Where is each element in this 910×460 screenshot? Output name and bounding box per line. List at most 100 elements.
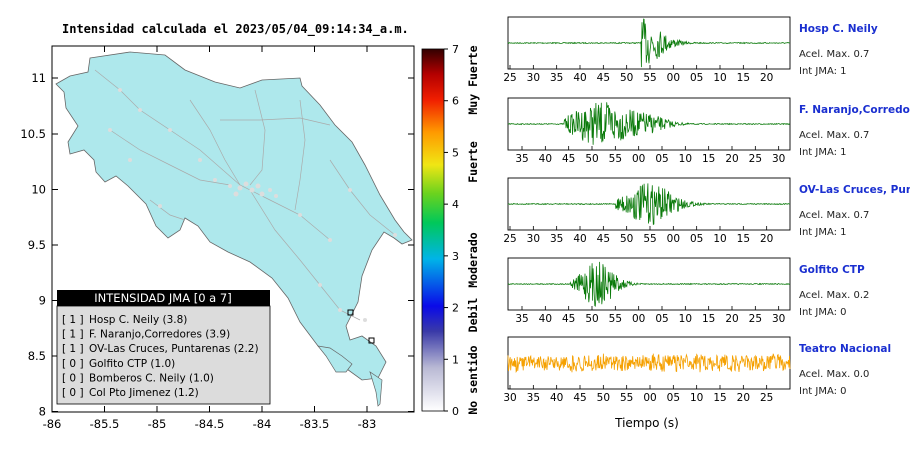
trace-tick-label: 25 bbox=[503, 72, 516, 84]
burica-tip bbox=[369, 371, 383, 407]
trace-tick-label: 25 bbox=[749, 313, 762, 325]
map-x-tick-label: -83.5 bbox=[300, 417, 330, 431]
map-x-tick-label: -86 bbox=[43, 417, 62, 431]
trace-tick-label: 10 bbox=[713, 72, 726, 84]
colorbar-tick-label: 5 bbox=[452, 146, 459, 159]
trace-tick-label: 40 bbox=[573, 233, 586, 245]
trace-station-name: F. Naranjo,Corredores bbox=[799, 104, 910, 116]
legend-entry-label: Bomberos C. Neily (1.0) bbox=[89, 372, 214, 384]
trace-tick-label: 05 bbox=[667, 392, 680, 404]
trace-panel: 25 30 35 40 45 50 55 00 05 10 15 20 OV-Las Cruces, P… bbox=[503, 177, 910, 245]
legend-entry-label: Hosp C. Neily (3.8) bbox=[89, 314, 187, 326]
trace-panel: 35 40 45 50 55 00 05 10 15 20 25 30 F. Naranjo,Corre… bbox=[507, 97, 910, 165]
trace-waveform bbox=[507, 18, 791, 68]
colorbar-tick-label: 0 bbox=[452, 405, 459, 418]
trace-tick-label: 00 bbox=[632, 153, 645, 165]
colorbar-tick-label: 3 bbox=[452, 250, 459, 263]
map-y-tick-label: 9 bbox=[39, 294, 46, 308]
trace-tick-label: 15 bbox=[737, 233, 750, 245]
trace-tick-label: 30 bbox=[772, 153, 785, 165]
colorbar-category: Muy Fuerte bbox=[466, 45, 480, 114]
trace-peak-accel: Acel. Max. 0.2 bbox=[799, 290, 869, 301]
map-y-tick-label: 9.5 bbox=[28, 238, 46, 252]
legend-body bbox=[56, 305, 271, 405]
trace-tick-label: 20 bbox=[760, 72, 773, 84]
legend-entry-code: [ 1 ] bbox=[62, 343, 84, 355]
trace-tick-label: 25 bbox=[749, 153, 762, 165]
trace-waveform bbox=[507, 261, 791, 307]
legend-entry-label: OV-Las Cruces, Puntarenas (2.2) bbox=[89, 343, 259, 355]
trace-jma: Int JMA: 0 bbox=[799, 386, 847, 397]
trace-tick-label: 55 bbox=[620, 392, 633, 404]
legend-entry-label: F. Naranjo,Corredores (3.9) bbox=[89, 329, 230, 341]
map-title: Intensidad calculada el 2023/05/04_09:14… bbox=[62, 22, 409, 36]
map-y-tick-label: 10.5 bbox=[20, 127, 46, 141]
trace-tick-label: 30 bbox=[503, 392, 516, 404]
station-marker bbox=[347, 309, 354, 316]
trace-tick-label: 40 bbox=[573, 72, 586, 84]
trace-panel: 25 30 35 40 45 50 55 00 05 10 15 20 Hosp C. Neily Ace… bbox=[503, 16, 878, 84]
trace-station-name: Golfito CTP bbox=[799, 264, 865, 276]
trace-tick-label: 05 bbox=[690, 72, 703, 84]
trace-tick-label: 20 bbox=[725, 153, 738, 165]
trace-tick-label: 35 bbox=[550, 72, 563, 84]
trace-tick-label: 35 bbox=[515, 313, 528, 325]
trace-tick-label: 20 bbox=[760, 233, 773, 245]
trace-waveform bbox=[507, 353, 791, 374]
trace-tick-label: 05 bbox=[655, 153, 668, 165]
trace-jma: Int JMA: 1 bbox=[799, 227, 847, 238]
trace-peak-accel: Acel. Max. 0.7 bbox=[799, 130, 869, 141]
trace-tick-label: 20 bbox=[737, 392, 750, 404]
colorbar-tick-label: 6 bbox=[452, 95, 459, 108]
trace-tick-label: 25 bbox=[760, 392, 773, 404]
roads bbox=[94, 69, 396, 321]
map-x-tick-label: -84.5 bbox=[195, 417, 225, 431]
legend-title: INTENSIDAD JMA [0 a 7] bbox=[94, 291, 231, 305]
trace-peak-accel: Acel. Max. 0.7 bbox=[799, 49, 869, 60]
trace-tick-label: 20 bbox=[725, 313, 738, 325]
trace-tick-label: 25 bbox=[503, 233, 516, 245]
trace-tick-label: 45 bbox=[562, 153, 575, 165]
trace-tick-label: 45 bbox=[597, 233, 610, 245]
trace-tick-label: 35 bbox=[527, 392, 540, 404]
trace-tick-label: 10 bbox=[713, 233, 726, 245]
trace-tick-label: 40 bbox=[550, 392, 563, 404]
trace-peak-accel: Acel. Max. 0.7 bbox=[799, 210, 869, 221]
osa-peninsula bbox=[317, 345, 353, 373]
trace-tick-label: 50 bbox=[585, 153, 598, 165]
trace-tick-label: 55 bbox=[643, 72, 656, 84]
trace-tick-label: 50 bbox=[597, 392, 610, 404]
trace-tick-label: 00 bbox=[667, 72, 680, 84]
time-axis-label: Tiempo (s) bbox=[614, 416, 679, 430]
map-x-tick-label: -85.5 bbox=[90, 417, 120, 431]
trace-tick-label: 45 bbox=[573, 392, 586, 404]
trace-tick-label: 35 bbox=[515, 153, 528, 165]
trace-tick-label: 45 bbox=[562, 313, 575, 325]
map-y-tick-label: 8.5 bbox=[28, 349, 46, 363]
trace-station-name: Hosp C. Neily bbox=[799, 23, 878, 35]
trace-jma: Int JMA: 1 bbox=[799, 66, 847, 77]
costa-rica-land bbox=[55, 51, 413, 381]
map-frame bbox=[51, 45, 415, 413]
trace-tick-label: 15 bbox=[702, 153, 715, 165]
legend-entry-code: [ 0 ] bbox=[62, 358, 84, 370]
map-x-tick-label: -85 bbox=[148, 417, 167, 431]
map-x-tick-label: -84 bbox=[253, 417, 272, 431]
map-x-tick-label: -83 bbox=[358, 417, 377, 431]
trace-tick-label: 50 bbox=[620, 233, 633, 245]
intensity-legend: INTENSIDAD JMA [0 a 7] [ 1 ] Hosp C. Neil… bbox=[56, 290, 271, 405]
trace-tick-label: 00 bbox=[632, 313, 645, 325]
legend-entry-code: [ 1 ] bbox=[62, 314, 84, 326]
colorbar-ramp bbox=[421, 48, 445, 412]
trace-tick-label: 40 bbox=[539, 313, 552, 325]
trace-station-name: Teatro Nacional bbox=[799, 343, 891, 355]
map-x-axis: -86 -85.5 -85 -84.5 -84 -83.5 -83 bbox=[43, 46, 377, 431]
trace-tick-label: 00 bbox=[643, 392, 656, 404]
legend-entry-code: [ 1 ] bbox=[62, 329, 84, 341]
colorbar: 7 6 5 4 3 2 1 0 Muy Fuerte Fuerte Moderado Debil No… bbox=[421, 43, 480, 418]
town-dots bbox=[108, 88, 397, 322]
trace-jma: Int JMA: 0 bbox=[799, 307, 847, 318]
trace-panel: 35 40 45 50 55 00 05 10 15 20 25 30 Golfito CTP Acel.… bbox=[507, 257, 869, 325]
trace-tick-label: 50 bbox=[620, 72, 633, 84]
